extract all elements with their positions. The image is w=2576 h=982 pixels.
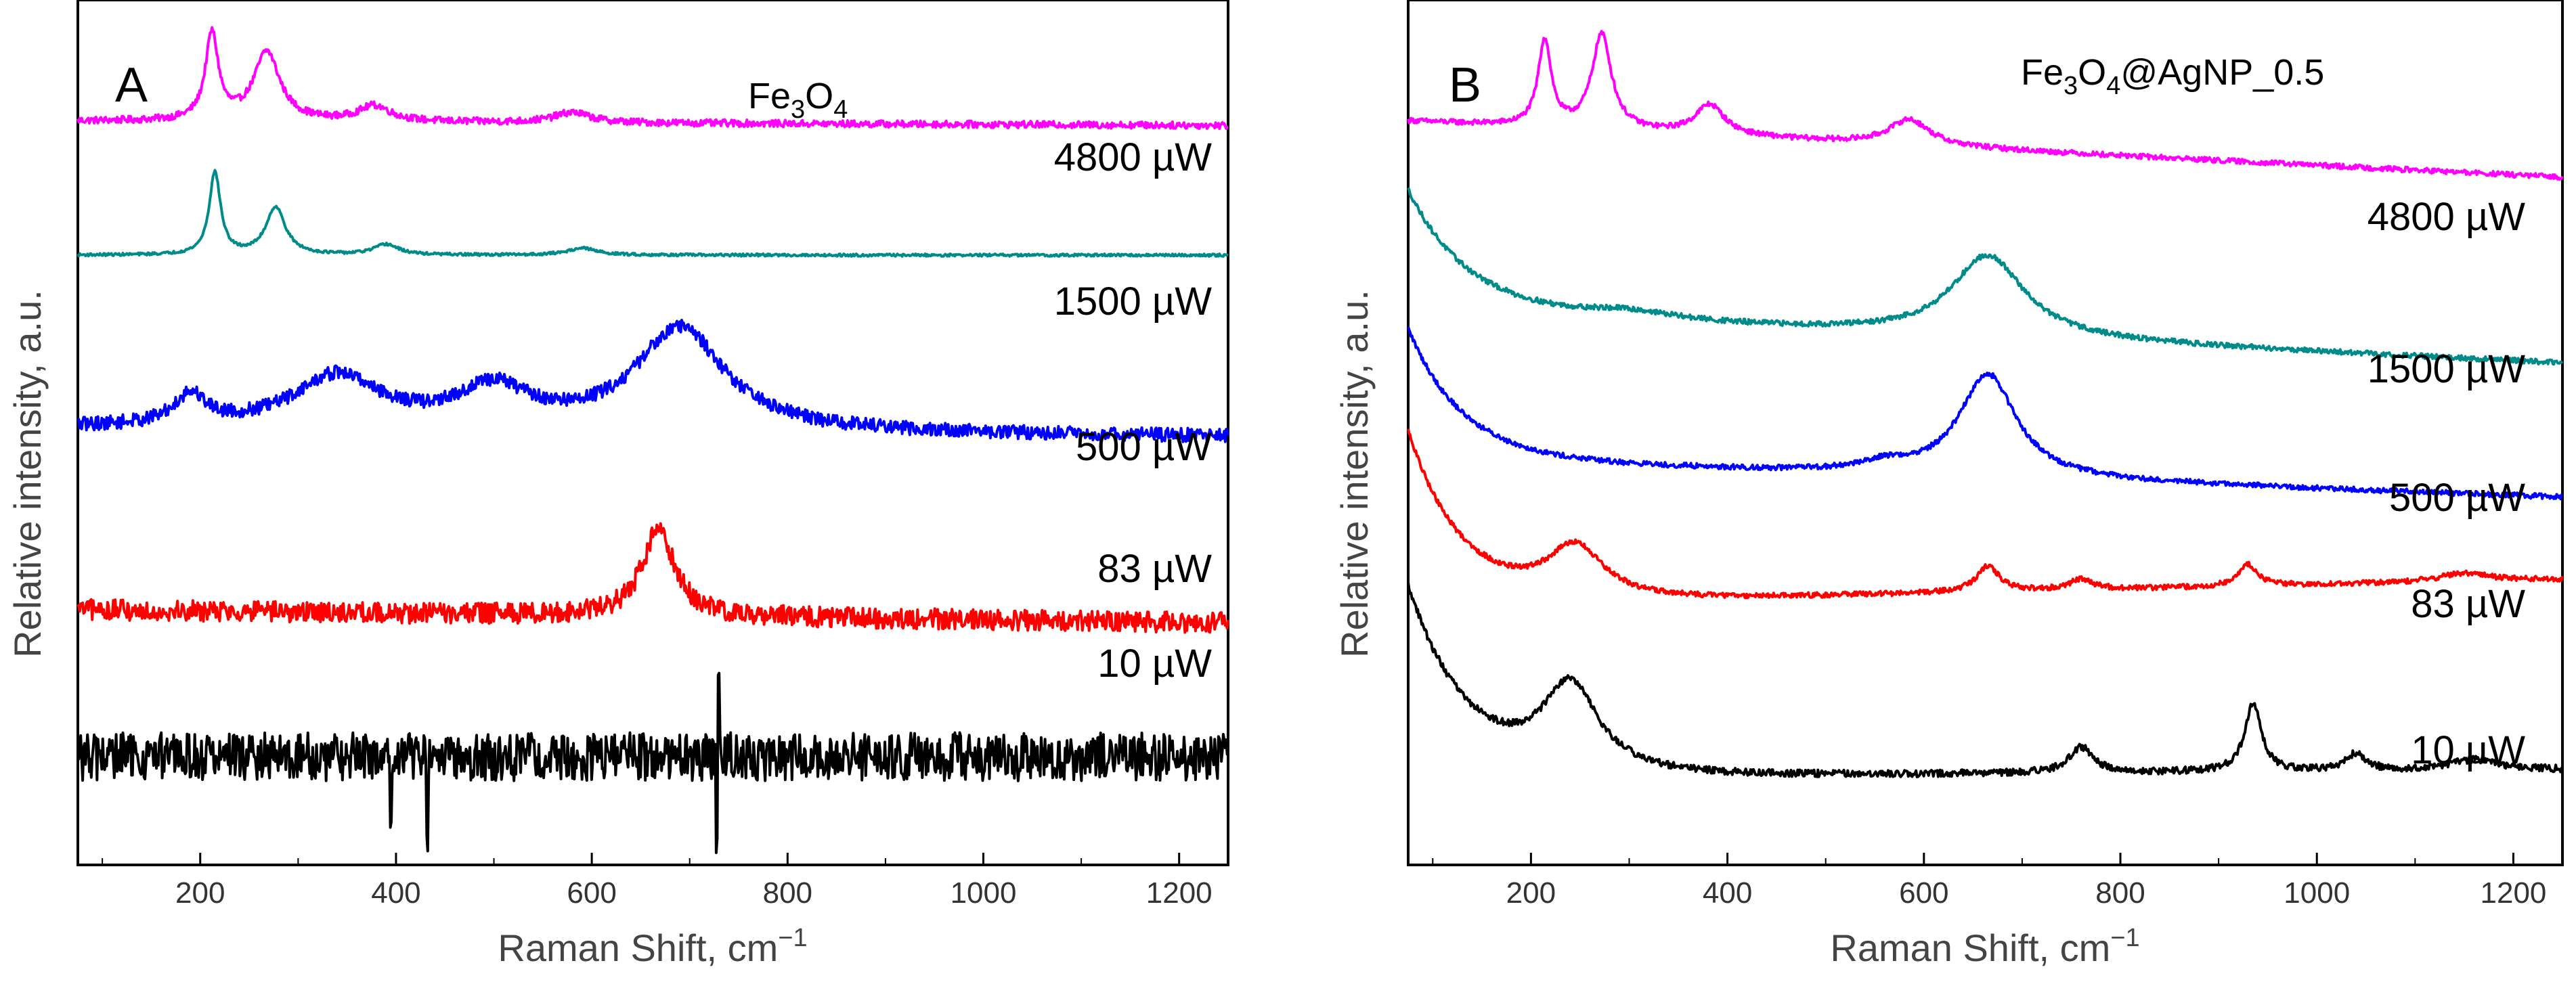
series-line-500uW	[77, 319, 1229, 443]
panel-b-x-ticks: 200 400 600 800 1000 1200	[1432, 853, 2547, 910]
x-tick-label-600: 600	[1899, 876, 1948, 910]
panel-b-letter: B	[1449, 58, 1481, 112]
panel-a-ylabel: Relative intensity, a.u.	[6, 290, 49, 658]
x-tick-label-400: 400	[371, 876, 420, 910]
series-label-10uW: 10 µW	[1097, 642, 1212, 686]
x-tick-label-1200: 1200	[2481, 876, 2547, 910]
series-line-4800uW	[77, 26, 1229, 131]
x-tick-label-1000: 1000	[951, 876, 1017, 910]
series-line-10uW	[77, 671, 1229, 854]
panel-b-series: 4800 µW 1500 µW 500 µW 83 µW 10 µW	[1407, 30, 2564, 778]
panel-a-series: 4800 µW 1500 µW 500 µW 83 µW 10 µW	[77, 26, 1229, 854]
panel-a-xlabel: Raman Shift, cm−1	[498, 924, 807, 969]
panel-b-ylabel: Relative intensity, a.u.	[1333, 290, 1376, 658]
panel-b-sample-label: Fe3O4@AgNP_0.5	[2021, 52, 2324, 100]
panel-a-sample-label: Fe3O4	[748, 76, 848, 124]
series-line-500uW	[1407, 326, 2563, 501]
series-label-10uW: 10 µW	[2411, 728, 2525, 772]
series-label-4800uW: 4800 µW	[2367, 195, 2526, 239]
panel-a: 4800 µW 1500 µW 500 µW 83 µW 10 µW 200 400 600…	[6, 0, 1229, 969]
panel-a-letter: A	[115, 58, 148, 112]
x-tick-label-1200: 1200	[1146, 876, 1213, 910]
x-tick-label-1000: 1000	[2284, 876, 2350, 910]
panel-a-x-ticks: 200 400 600 800 1000 1200	[102, 853, 1213, 910]
series-label-1500uW: 1500 µW	[1054, 280, 1213, 323]
x-tick-label-600: 600	[567, 876, 616, 910]
x-tick-label-800: 800	[763, 876, 812, 910]
series-label-500uW: 500 µW	[1076, 425, 1212, 469]
panel-b: 4800 µW 1500 µW 500 µW 83 µW 10 µW 200 400 600…	[1333, 0, 2564, 969]
series-label-500uW: 500 µW	[2389, 476, 2525, 520]
series-label-83uW: 83 µW	[1097, 547, 1212, 591]
series-line-1500uW	[77, 169, 1229, 258]
series-label-1500uW: 1500 µW	[2367, 347, 2526, 391]
series-line-10uW	[1407, 582, 2564, 778]
panel-b-xlabel: Raman Shift, cm−1	[1830, 924, 2139, 969]
x-tick-label-200: 200	[175, 876, 225, 910]
series-line-4800uW	[1407, 30, 2564, 181]
x-tick-label-200: 200	[1506, 876, 1556, 910]
series-line-83uW	[77, 522, 1229, 634]
x-tick-label-800: 800	[2095, 876, 2145, 910]
series-label-4800uW: 4800 µW	[1054, 135, 1213, 179]
x-tick-label-400: 400	[1703, 876, 1752, 910]
series-label-83uW: 83 µW	[2411, 582, 2525, 626]
series-line-1500uW	[1407, 187, 2564, 366]
panel-b-frame	[1407, 0, 2564, 866]
series-line-83uW	[1407, 428, 2564, 600]
